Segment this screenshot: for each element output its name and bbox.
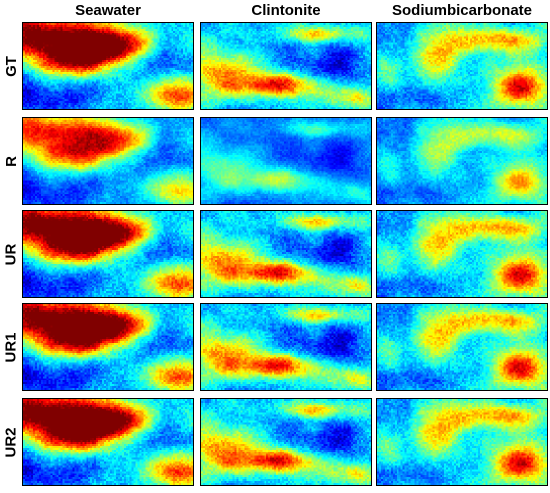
column-title-seawater: Seawater (75, 2, 141, 19)
row-label-ur2: UR2 (2, 426, 20, 458)
abundance-map-ur-sodiumbicarbonate (376, 210, 548, 298)
abundance-map-gt-clintonite (200, 22, 372, 110)
abundance-map-r-seawater (22, 117, 194, 205)
row-label-ur1: UR1 (2, 331, 20, 363)
abundance-map-ur2-clintonite (200, 398, 372, 486)
abundance-map-ur-clintonite (200, 210, 372, 298)
abundance-map-r-sodiumbicarbonate (376, 117, 548, 205)
column-title-sodiumbicarbonate: Sodiumbicarbonate (391, 2, 533, 19)
abundance-map-ur-seawater (22, 210, 194, 298)
column-title-clintonite: Clintonite (251, 2, 321, 19)
abundance-map-r-clintonite (200, 117, 372, 205)
abundance-map-ur1-sodiumbicarbonate (376, 303, 548, 391)
row-label-gt: GT (2, 55, 20, 77)
abundance-map-gt-sodiumbicarbonate (376, 22, 548, 110)
abundance-map-gt-seawater (22, 22, 194, 110)
abundance-map-ur1-clintonite (200, 303, 372, 391)
abundance-map-ur2-seawater (22, 398, 194, 486)
abundance-map-ur2-sodiumbicarbonate (376, 398, 548, 486)
row-label-r: R (2, 155, 20, 167)
abundance-map-ur1-seawater (22, 303, 194, 391)
row-label-ur: UR (2, 243, 20, 265)
